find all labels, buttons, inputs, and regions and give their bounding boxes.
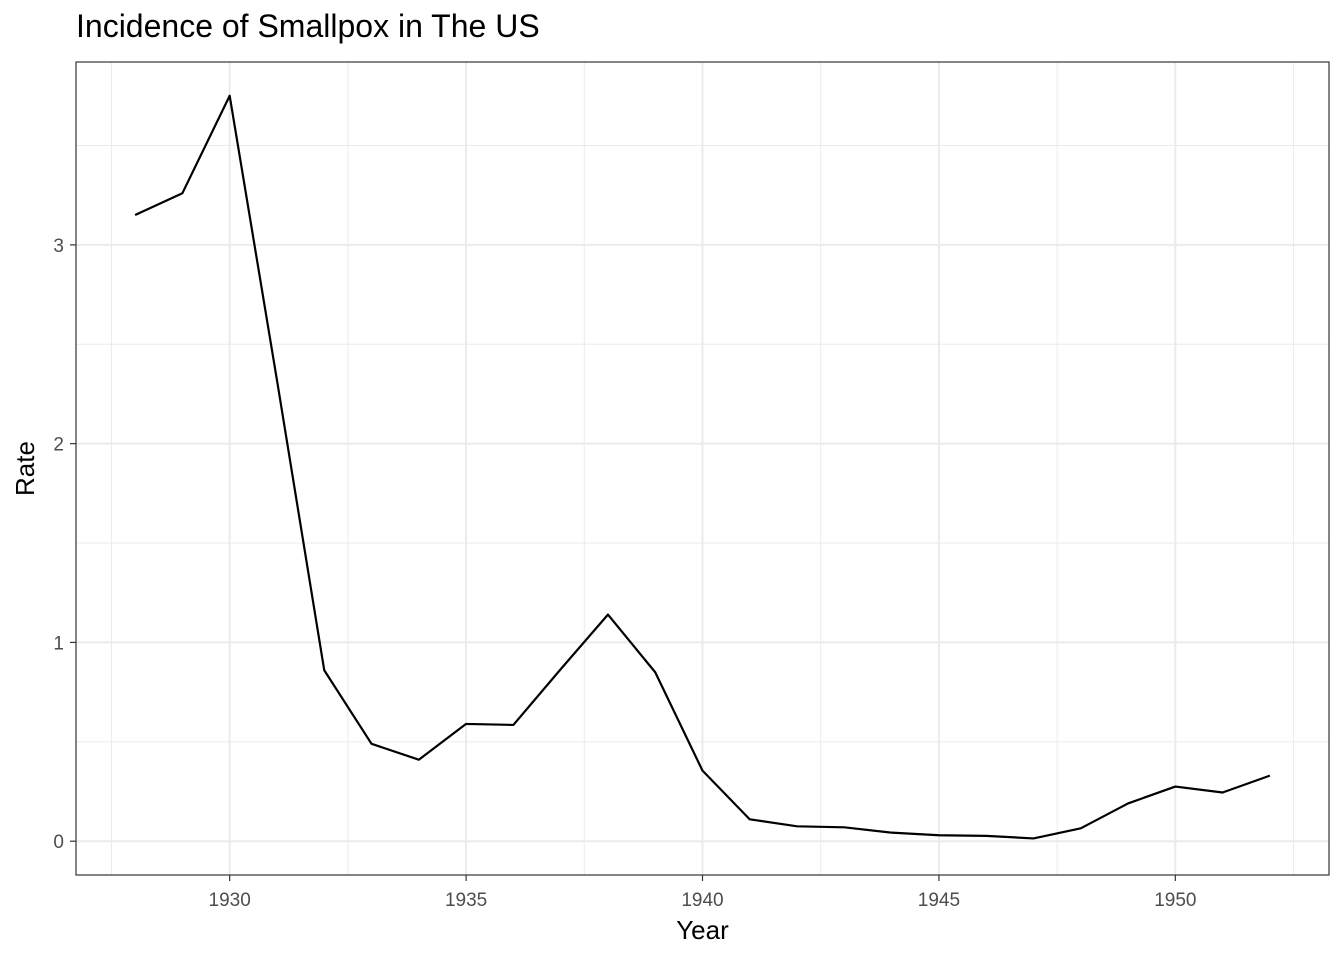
x-tick-label: 1945 [918, 890, 960, 911]
chart-title: Incidence of Smallpox in The US [76, 8, 540, 44]
y-tick-label: 1 [53, 633, 64, 654]
major-gridlines-y [76, 243, 1329, 843]
y-axis: 0 1 2 3 [53, 236, 76, 853]
y-tick-label: 0 [53, 832, 64, 853]
x-tick-label: 1940 [681, 890, 723, 911]
x-axis-title: Year [676, 915, 729, 945]
major-gridlines-x [228, 62, 1177, 875]
y-tick-label: 3 [53, 236, 64, 257]
x-tick-label: 1935 [445, 890, 487, 911]
y-tick-label: 2 [53, 435, 64, 456]
x-tick-label: 1930 [209, 890, 251, 911]
x-axis: 1930 1935 1940 1945 1950 [209, 875, 1196, 911]
x-tick-label: 1950 [1154, 890, 1196, 911]
minor-gridlines-x [110, 62, 1295, 875]
y-axis-title: Rate [10, 441, 40, 496]
series-line-rate [134, 94, 1271, 840]
